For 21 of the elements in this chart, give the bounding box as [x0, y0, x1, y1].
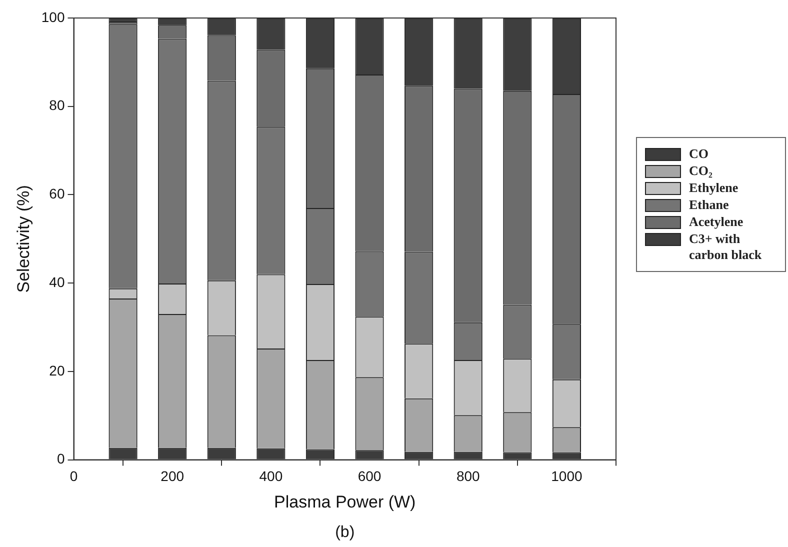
legend-label: Ethane [689, 197, 729, 213]
x-tick-label: 200 [160, 468, 184, 484]
y-tick-label: 100 [41, 8, 65, 25]
x-tick-label: 0 [70, 468, 78, 484]
x-tick-label: 400 [259, 468, 283, 484]
x-axis-title: Plasma Power (W) [274, 492, 416, 512]
y-tick-label: 20 [49, 362, 65, 378]
x-tick-label: 800 [456, 468, 480, 484]
y-tick-label: 80 [49, 97, 65, 114]
y-tick-label: 60 [49, 186, 65, 202]
y-tick-label: 0 [56, 450, 65, 467]
legend-label: CO₂ [689, 163, 712, 179]
x-tick-label: 600 [358, 468, 382, 484]
legend-label: C3+ with carbon black [689, 231, 763, 263]
x-tick-label: 1000 [551, 468, 582, 484]
legend-label: CO [689, 146, 708, 162]
y-tick-label: 40 [49, 274, 65, 290]
y-axis-title: Selectivity (%) [14, 185, 33, 293]
legend-label: Acetylene [689, 214, 744, 230]
text: (b) [335, 524, 355, 541]
legend-label: Ethylene [689, 180, 738, 196]
